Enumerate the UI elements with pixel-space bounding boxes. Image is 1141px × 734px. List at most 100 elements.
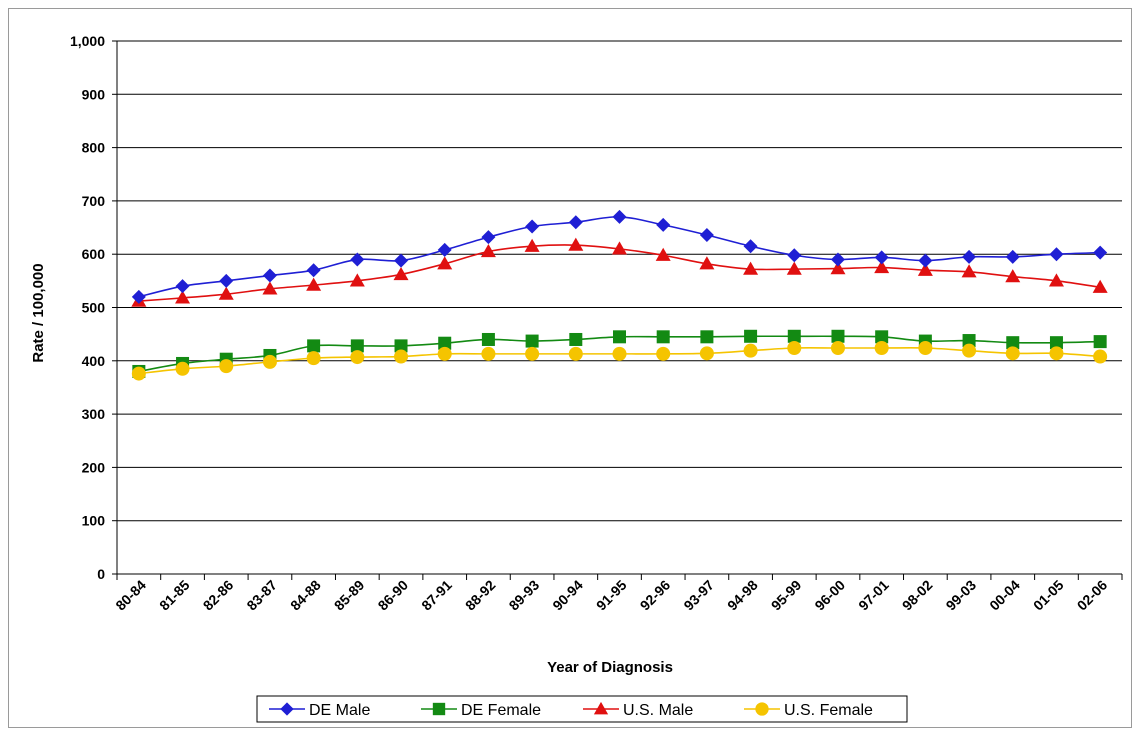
data-point-u-s-female [525,346,540,361]
data-point-u-s-female [1049,346,1064,361]
data-point-de-female [1093,335,1107,349]
data-point-u-s-male [1092,279,1108,293]
data-point-de-female [962,334,976,348]
data-point-de-female [831,329,845,343]
x-tick-label: 01-05 [1030,577,1067,614]
data-point-u-s-male [743,261,759,275]
x-tick-label: 88-92 [462,577,499,614]
y-tick-label: 0 [97,566,105,582]
legend-marker [593,701,609,715]
data-point-u-s-female [306,351,321,366]
y-tick-label: 600 [82,246,106,262]
data-point-de-male [306,263,321,278]
x-tick-label: 98-02 [899,577,936,614]
data-point-de-female [700,330,714,344]
data-point-u-s-female [219,359,234,374]
data-point-u-s-male [1005,269,1021,283]
y-tick-label: 500 [82,300,106,316]
data-point-u-s-male [524,238,540,252]
data-point-u-s-male [874,260,890,274]
y-axis-ticks: 0 100 200 300 400 500 600 700 800 900 1,000 [70,33,117,582]
series-u-s-male [131,237,1108,307]
data-point-u-s-female [437,346,452,361]
data-point-u-s-male [786,261,802,275]
data-point-de-female [1049,336,1063,350]
data-point-u-s-female [962,343,977,358]
x-tick-label: 99-03 [943,577,980,614]
x-tick-label: 81-85 [156,577,193,614]
y-tick-label: 700 [82,193,106,209]
data-point-de-male [219,273,234,288]
data-point-de-female [307,339,321,353]
x-tick-label: 80-84 [112,577,149,614]
data-point-u-s-male [393,266,409,281]
data-point-u-s-male [612,241,627,255]
series-layer [131,209,1108,381]
data-point-de-male [525,219,540,234]
legend-item-u-s-female: U.S. Female [744,702,873,719]
data-point-u-s-male [568,237,584,251]
legend-item-de-female: DE Female [421,702,541,719]
data-point-de-male [437,242,452,257]
data-point-de-male [1005,249,1020,264]
data-point-u-s-male [218,286,234,300]
data-point-de-male [787,248,802,263]
data-point-u-s-male [306,277,322,291]
x-tick-label: 94-98 [724,577,761,614]
data-point-u-s-male [262,281,278,295]
legend-label: U.S. Female [784,702,873,719]
y-tick-label: 300 [82,406,106,422]
y-axis-title: Rate / 100,000 [30,263,47,362]
data-point-de-female [744,329,758,343]
y-tick-label: 400 [82,353,106,369]
data-point-u-s-female [787,341,802,356]
data-point-de-male [612,209,627,224]
data-point-de-female [394,339,408,353]
data-point-de-male [743,239,758,254]
data-point-u-s-female [612,346,627,361]
data-point-u-s-female [1093,349,1108,364]
x-tick-label: 84-88 [287,577,324,614]
x-tick-label: 00-04 [986,577,1023,614]
data-point-u-s-male [830,261,846,275]
series-de-male [131,209,1108,304]
data-point-de-male [350,252,365,267]
legend-marker [432,702,446,716]
x-tick-label: 85-89 [331,577,368,614]
series-de-female [132,329,1107,378]
series-u-s-female [131,341,1108,381]
x-tick-label: 95-99 [768,577,805,614]
x-tick-label: 83-87 [243,577,280,614]
data-point-de-male [656,217,671,232]
y-tick-label: 1,000 [70,33,105,49]
data-point-u-s-female [1005,346,1020,361]
data-point-u-s-male [917,262,933,276]
x-tick-label: 97-01 [855,577,892,614]
data-point-u-s-female [699,346,714,361]
legend-marker [755,702,769,716]
x-tick-label: 92-96 [637,577,674,614]
data-point-u-s-female [568,346,583,361]
data-point-de-male [394,253,409,268]
x-tick-label: 96-00 [811,577,848,614]
axes [116,41,1122,575]
chart-frame: 0 100 200 300 400 500 600 700 800 900 1,000 80-84 8… [8,8,1132,728]
y-tick-label: 100 [82,513,106,529]
data-point-de-male [175,279,190,294]
data-point-de-female [787,329,801,343]
x-tick-label: 91-95 [593,577,630,614]
data-point-u-s-male [655,247,671,261]
x-tick-label: 82-86 [200,577,237,614]
data-point-u-s-female [131,366,146,381]
data-point-u-s-male [437,256,453,270]
legend-label: U.S. Male [623,702,693,719]
legend-label: DE Female [461,702,541,719]
data-point-u-s-female [830,341,845,356]
series-line-de-male [138,216,1101,298]
x-tick-label: 93-97 [680,577,717,614]
legend-label: DE Male [309,702,370,719]
data-point-u-s-female [262,354,277,369]
data-point-u-s-female [918,341,933,356]
data-point-u-s-female [656,346,671,361]
